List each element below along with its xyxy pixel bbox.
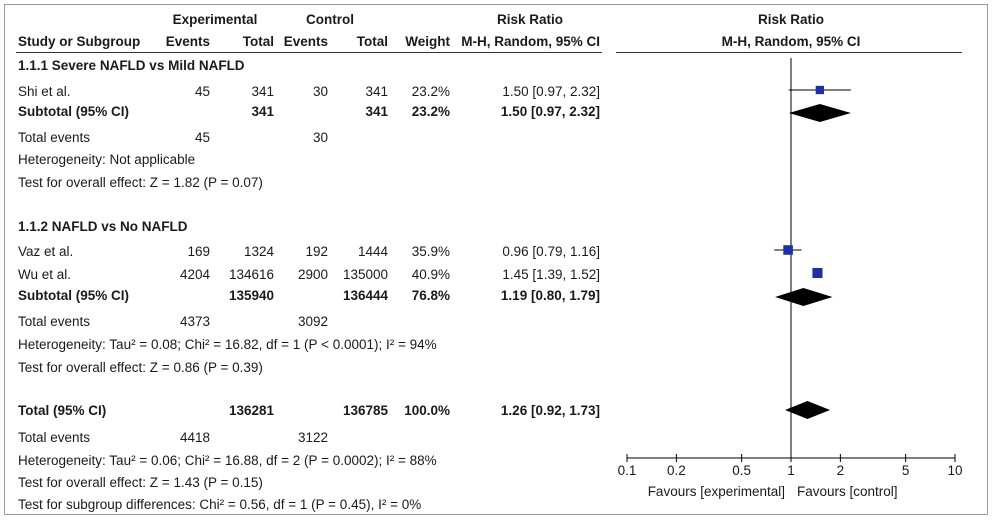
total-label: Total (95% CI) [18,403,107,418]
total-weight: 100.0% [404,403,450,418]
total-events-exp: 4373 [179,314,210,329]
study-name: Vaz et al. [18,244,74,259]
forest-plot-frame [4,4,988,515]
header-weight: Weight [405,34,450,49]
header-rule-right [616,52,962,53]
subtotal-weight: 23.2% [411,104,450,119]
subtotal-label: Subtotal (95% CI) [18,104,130,119]
header-total-ctl: Total [356,34,388,49]
total-events-exp: 45 [194,130,210,145]
exp-total: 1324 [243,244,274,259]
risk-ratio-ci: 1.50 [0.97, 2.32] [502,84,600,99]
heterogeneity-text: Heterogeneity: Not applicable [18,152,196,167]
total-events-label: Total events [18,314,91,329]
total-events-label: Total events [18,130,91,145]
header-risk-ratio-right: Risk Ratio [757,12,825,27]
header-control: Control [306,12,354,27]
subtotal-exp-total: 135940 [228,288,274,303]
exp-total: 341 [251,84,274,99]
total-events-ctl: 3122 [297,430,328,445]
heterogeneity-text: Heterogeneity: Tau² = 0.08; Chi² = 16.82… [18,337,437,352]
header-method-left: M-H, Random, 95% CI [461,34,600,49]
pooled-diamond [788,104,851,122]
overall-effect-text: Test for overall effect: Z = 1.43 (P = 0… [18,475,263,490]
subtotal-exp-total: 341 [251,104,274,119]
ctl-total: 135000 [342,267,388,282]
subtotal-ctl-total: 341 [365,104,388,119]
header-study-or-subgroup: Study or Subgroup [18,34,141,49]
total-events-exp: 4418 [179,430,210,445]
header-risk-ratio-left: Risk Ratio [496,12,564,27]
total-ci: 1.26 [0.92, 1.73] [500,403,600,418]
header-method-right: M-H, Random, 95% CI [721,34,861,49]
total-events-label: Total events [18,430,91,445]
exp-events: 4204 [179,267,210,282]
overall-effect-text: Test for overall effect: Z = 1.82 (P = 0… [18,175,263,190]
header-total-exp: Total [242,34,274,49]
favours-experimental-label: Favours [experimental] [648,484,785,499]
pooled-diamond [785,401,831,419]
x-tick-label: 0.5 [732,463,751,478]
exp-total: 134616 [228,267,274,282]
favours-control-label: Favours [control] [797,484,898,499]
header-experimental: Experimental [172,12,258,27]
study-name: Wu et al. [18,267,72,282]
ctl-total: 1444 [357,244,388,259]
overall-effect-text: Test for overall effect: Z = 0.86 (P = 0… [18,360,263,375]
subtotal-weight: 76.8% [411,288,450,303]
study-marker [812,267,823,279]
ctl-events: 192 [305,244,328,259]
header-rule-left [16,52,602,53]
heterogeneity-text: Heterogeneity: Tau² = 0.06; Chi² = 16.88… [18,453,437,468]
subgroup-1-title: 1.1.1 Severe NAFLD vs Mild NAFLD [18,58,245,73]
pooled-diamond [775,288,833,306]
total-ctl-total: 136785 [342,403,388,418]
subtotal-ci: 1.19 [0.80, 1.79] [500,288,600,303]
subgroup-differences-text: Test for subgroup differences: Chi² = 0.… [18,497,422,512]
weight: 40.9% [411,267,450,282]
study-name: Shi et al. [18,84,71,99]
x-tick-label: 2 [837,463,845,478]
total-events-ctl: 30 [312,130,328,145]
total-events-ctl: 3092 [297,314,328,329]
total-exp-total: 136281 [228,403,274,418]
header-events-ctl: Events [283,34,328,49]
x-tick-label: 10 [947,463,962,478]
risk-ratio-ci: 1.45 [1.39, 1.52] [502,267,600,282]
subgroup-2-title: 1.1.2 NAFLD vs No NAFLD [18,219,188,234]
x-tick-label: 1 [787,463,795,478]
ctl-events: 2900 [297,267,328,282]
exp-events: 169 [187,244,210,259]
weight: 23.2% [411,84,450,99]
x-tick-label: 5 [902,463,910,478]
risk-ratio-ci: 0.96 [0.79, 1.16] [502,244,600,259]
ctl-events: 30 [312,84,328,99]
ctl-total: 341 [365,84,388,99]
subtotal-ctl-total: 136444 [342,288,388,303]
x-tick-label: 0.2 [667,463,686,478]
x-tick-label: 0.1 [618,463,637,478]
header-events-exp: Events [165,34,210,49]
weight: 35.9% [411,244,450,259]
study-marker [815,85,825,95]
exp-events: 45 [194,84,210,99]
study-marker [783,245,793,255]
subtotal-label: Subtotal (95% CI) [18,288,130,303]
subtotal-ci: 1.50 [0.97, 2.32] [500,104,600,119]
